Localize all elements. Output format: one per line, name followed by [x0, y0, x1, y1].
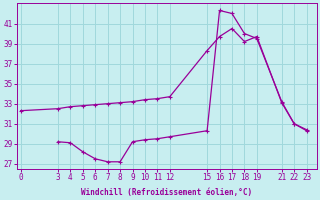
X-axis label: Windchill (Refroidissement éolien,°C): Windchill (Refroidissement éolien,°C)	[81, 188, 252, 197]
